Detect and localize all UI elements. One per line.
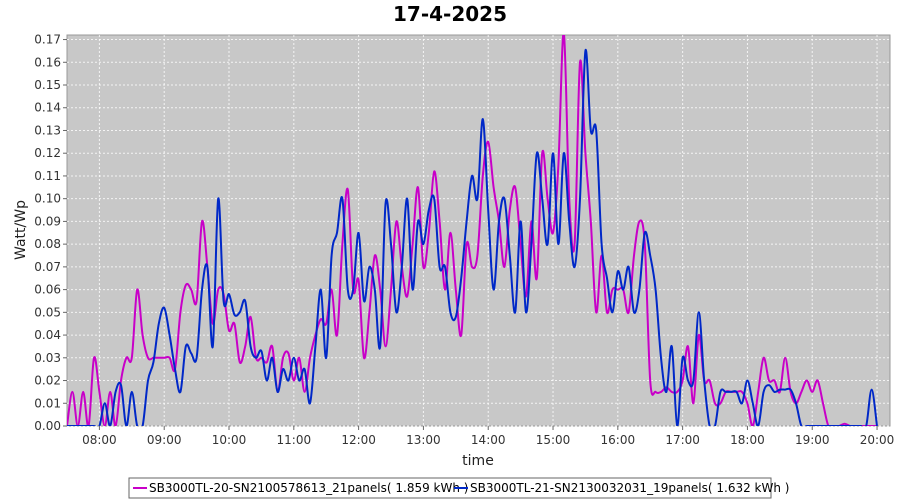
y-tick-label: 0.08 xyxy=(34,237,61,251)
legend-label-2: SB3000TL-21-SN2130032031_19panels( 1.632… xyxy=(470,481,789,495)
y-tick-label: 0.00 xyxy=(34,419,61,433)
x-tick-label: 13:00 xyxy=(406,433,441,447)
y-tick-label: 0.02 xyxy=(34,374,61,388)
y-tick-label: 0.07 xyxy=(34,260,61,274)
series-lines xyxy=(67,35,878,426)
y-tick-label: 0.16 xyxy=(34,55,61,69)
x-axis-label: time xyxy=(462,453,494,469)
x-tick-label: 17:00 xyxy=(665,433,700,447)
x-tick-label: 12:00 xyxy=(341,433,376,447)
y-tick-label: 0.03 xyxy=(34,351,61,365)
y-tick-label: 0.05 xyxy=(34,305,61,319)
x-tick-label: 16:00 xyxy=(601,433,636,447)
y-tick-label: 0.01 xyxy=(34,396,61,410)
legend-box xyxy=(128,477,772,499)
y-tick-label: 0.13 xyxy=(34,123,61,137)
y-tick-label: 0.15 xyxy=(34,78,61,92)
x-tick-label: 14:00 xyxy=(471,433,506,447)
x-tick-label: 15:00 xyxy=(536,433,571,447)
y-tick-label: 0.04 xyxy=(34,328,61,342)
y-tick-label: 0.17 xyxy=(34,33,61,47)
x-tick-label: 19:00 xyxy=(795,433,830,447)
y-tick-label: 0.09 xyxy=(34,214,61,228)
x-tick-label: 11:00 xyxy=(277,433,312,447)
y-tick-label: 0.10 xyxy=(34,192,61,206)
x-tick-label: 09:00 xyxy=(147,433,182,447)
axes: 0.00 0.01 0.02 0.03 0.04 0.05 0.06 0.07 0.08 0.09… xyxy=(34,33,894,447)
series-line-2 xyxy=(67,48,878,426)
x-tick-label: 10:00 xyxy=(212,433,247,447)
legend-label-1: SB3000TL-20-SN2100578613_21panels( 1.859… xyxy=(149,481,468,495)
y-tick-label: 0.12 xyxy=(34,146,61,160)
y-axis-label: Watt/Wp xyxy=(13,200,29,260)
y-tick-label: 0.14 xyxy=(34,101,61,115)
y-tick-label: 0.06 xyxy=(34,283,61,297)
chart-title: 17-4-2025 xyxy=(393,2,507,26)
x-tick-label: 20:00 xyxy=(860,433,895,447)
x-tick-label: 08:00 xyxy=(82,433,117,447)
legend: SB3000TL-20-SN2100578613_21panels( 1.859… xyxy=(133,481,789,495)
y-tick-label: 0.11 xyxy=(34,169,61,183)
x-tick-label: 18:00 xyxy=(730,433,765,447)
